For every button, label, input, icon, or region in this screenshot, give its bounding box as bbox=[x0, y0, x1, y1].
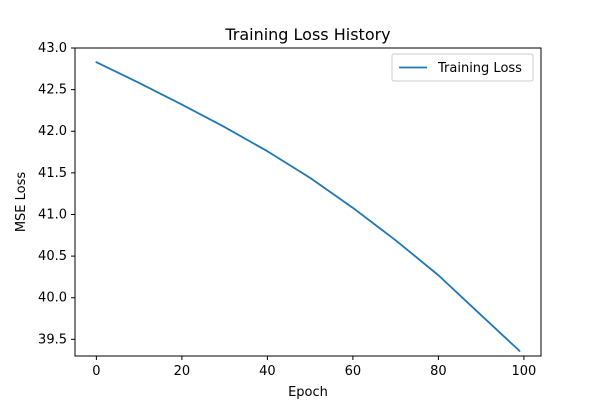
x-tick-label: 100 bbox=[511, 364, 536, 379]
legend-box bbox=[391, 53, 534, 82]
x-tick-label: 40 bbox=[259, 364, 276, 379]
x-tick-label: 0 bbox=[92, 364, 100, 379]
x-tick-label: 20 bbox=[174, 364, 191, 379]
plot-frame bbox=[74, 47, 542, 357]
y-tick-label: 41.5 bbox=[38, 166, 67, 181]
x-tick-label: 80 bbox=[430, 364, 447, 379]
legend: Training Loss bbox=[391, 53, 534, 82]
x-axis-label: Epoch bbox=[288, 385, 328, 400]
y-tick-label: 40.5 bbox=[38, 249, 67, 264]
series-line bbox=[95, 61, 521, 352]
x-tick-label: 60 bbox=[345, 364, 362, 379]
legend-label: Training Loss bbox=[437, 61, 522, 76]
y-tick-label: 43.0 bbox=[38, 41, 67, 56]
y-tick-label: 42.0 bbox=[38, 124, 67, 139]
y-tick-label: 40.0 bbox=[38, 291, 67, 306]
y-tick-label: 42.5 bbox=[38, 83, 67, 98]
y-tick-label: 39.5 bbox=[38, 332, 67, 347]
y-tick-label: 41.0 bbox=[38, 207, 67, 222]
y-axis-label: MSE Loss bbox=[14, 172, 29, 233]
chart-title: Training Loss History bbox=[224, 25, 390, 44]
plot-area: 0 20 40 60 80 100 39.5 40.0 40.5 41.0 41.5 42.0 42.5… bbox=[38, 41, 542, 379]
